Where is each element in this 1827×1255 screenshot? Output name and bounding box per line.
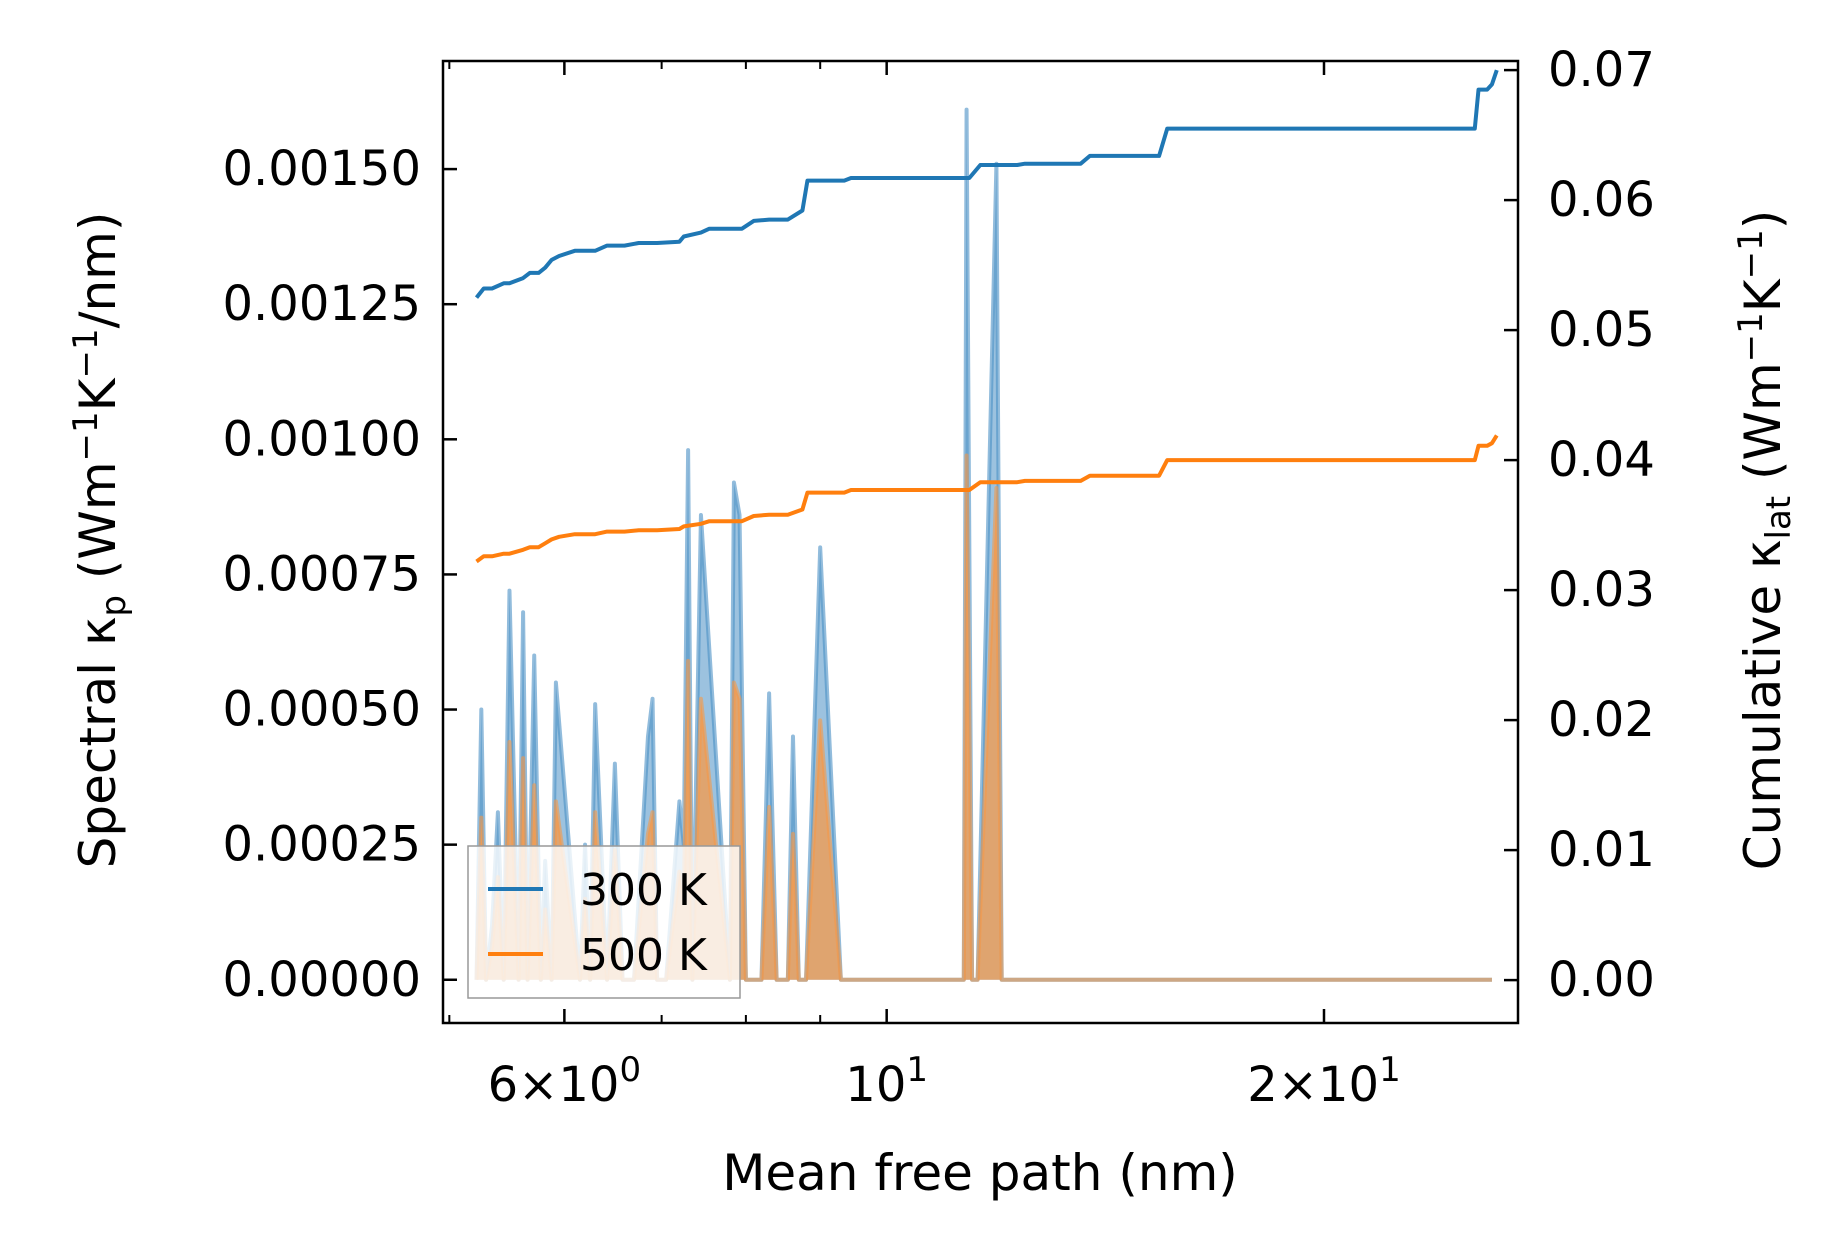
left-tick-label: 0.00075	[223, 546, 422, 602]
x-tick-label: 101	[845, 1050, 928, 1113]
right-axis-label-sub: lat	[1759, 496, 1799, 540]
left-axis-label-sub: p	[94, 595, 134, 617]
right-tick-label: 0.04	[1548, 432, 1655, 488]
legend-label-300k: 300 K	[580, 865, 708, 916]
right-axis-label-end: )	[1734, 210, 1792, 230]
legend-box	[467, 845, 741, 999]
plot-frame	[441, 59, 1520, 1025]
spectral-area-500k	[476, 455, 1492, 980]
left-axis-label-sup1: −1	[66, 411, 106, 461]
x-tick-label: 6×100	[488, 1050, 641, 1113]
x-axis-label: Mean free path (nm)	[722, 1144, 1238, 1202]
cumulative-line-500k	[475, 434, 1499, 564]
right-axis-label: Cumulative κlat (Wm−1K−1)	[1731, 210, 1799, 870]
right-tick-label: 0.05	[1548, 302, 1655, 358]
right-tick-label: 0.07	[1548, 42, 1655, 98]
right-tick-label: 0.02	[1548, 692, 1655, 748]
legend-label-500k: 500 K	[580, 930, 708, 981]
right-tick-label: 0.00	[1548, 952, 1655, 1008]
left-tick-label: 0.00100	[223, 411, 422, 467]
left-axis-label-main: Spectral κ	[69, 617, 127, 869]
left-axis-label-units: (Wm	[69, 461, 127, 595]
right-tick-label: 0.03	[1548, 562, 1655, 618]
cumulative-line-300k	[474, 69, 1499, 299]
right-axis-label-sup2: −1	[1731, 229, 1771, 279]
right-tick-label: 0.01	[1548, 822, 1655, 878]
cumulative-layer	[474, 69, 1499, 564]
left-axis-label: Spectral κp (Wm−1K−1/nm)	[66, 212, 134, 869]
x-tick-label: 2×101	[1247, 1050, 1400, 1113]
right-axis-label-main: Cumulative κ	[1734, 539, 1792, 870]
left-tick-label: 0.00050	[223, 682, 422, 738]
left-axis-label-end: /nm)	[69, 212, 127, 329]
left-tick-label: 0.00025	[223, 817, 422, 873]
legend: 300 K 500 K	[467, 845, 741, 999]
left-tick-label: 0.00125	[223, 276, 422, 332]
right-axis-label-mid: K	[1734, 278, 1792, 312]
left-tick-label: 0.00000	[223, 952, 422, 1008]
left-axis-label-sup2: −1	[66, 328, 106, 378]
left-axis-label-mid: K	[69, 377, 127, 411]
ticks-layer: 0.000000.000250.000500.000750.001000.001…	[223, 42, 1655, 1113]
left-tick-label: 0.00150	[223, 141, 422, 197]
right-axis-label-units: (Wm	[1734, 362, 1792, 496]
right-axis-label-sup1: −1	[1731, 312, 1771, 362]
right-tick-label: 0.06	[1548, 172, 1655, 228]
